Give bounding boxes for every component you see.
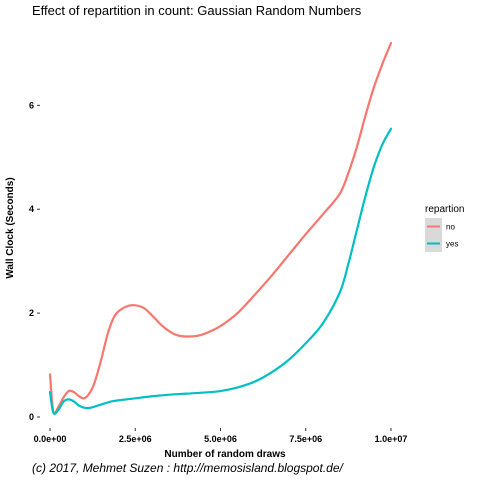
y-tick-label: 2	[29, 308, 34, 318]
x-tick-label: 1.0e+07	[375, 434, 408, 444]
chart-caption: (c) 2017, Mehmet Suzen : http://memosisl…	[32, 461, 344, 475]
x-tick-label: 7.5e+06	[289, 434, 322, 444]
x-tick-label: 5.0e+06	[204, 434, 237, 444]
legend: repartion no yes	[425, 204, 464, 252]
x-tick-label: 0.0e+00	[34, 434, 67, 444]
legend-label-yes: yes	[446, 240, 458, 249]
y-tick-label: 4	[29, 204, 34, 214]
x-axis: 0.0e+00 2.5e+06 5.0e+06 7.5e+06 1.0e+07	[34, 428, 408, 444]
y-axis: 0 2 4 6	[29, 100, 40, 422]
y-tick-label: 6	[29, 100, 34, 110]
x-tick-label: 2.5e+06	[119, 434, 152, 444]
y-axis-title: Wall Clock (Seconds)	[5, 177, 16, 278]
x-axis-title: Number of random draws	[164, 449, 286, 460]
series-layer	[48, 41, 393, 415]
series-line-yes	[48, 127, 393, 415]
series-line-no	[48, 41, 393, 415]
legend-label-no: no	[446, 223, 455, 232]
chart-title: Effect of repartition in count: Gaussian…	[32, 3, 362, 18]
y-tick-label: 0	[29, 412, 34, 422]
legend-title: repartion	[425, 204, 464, 215]
